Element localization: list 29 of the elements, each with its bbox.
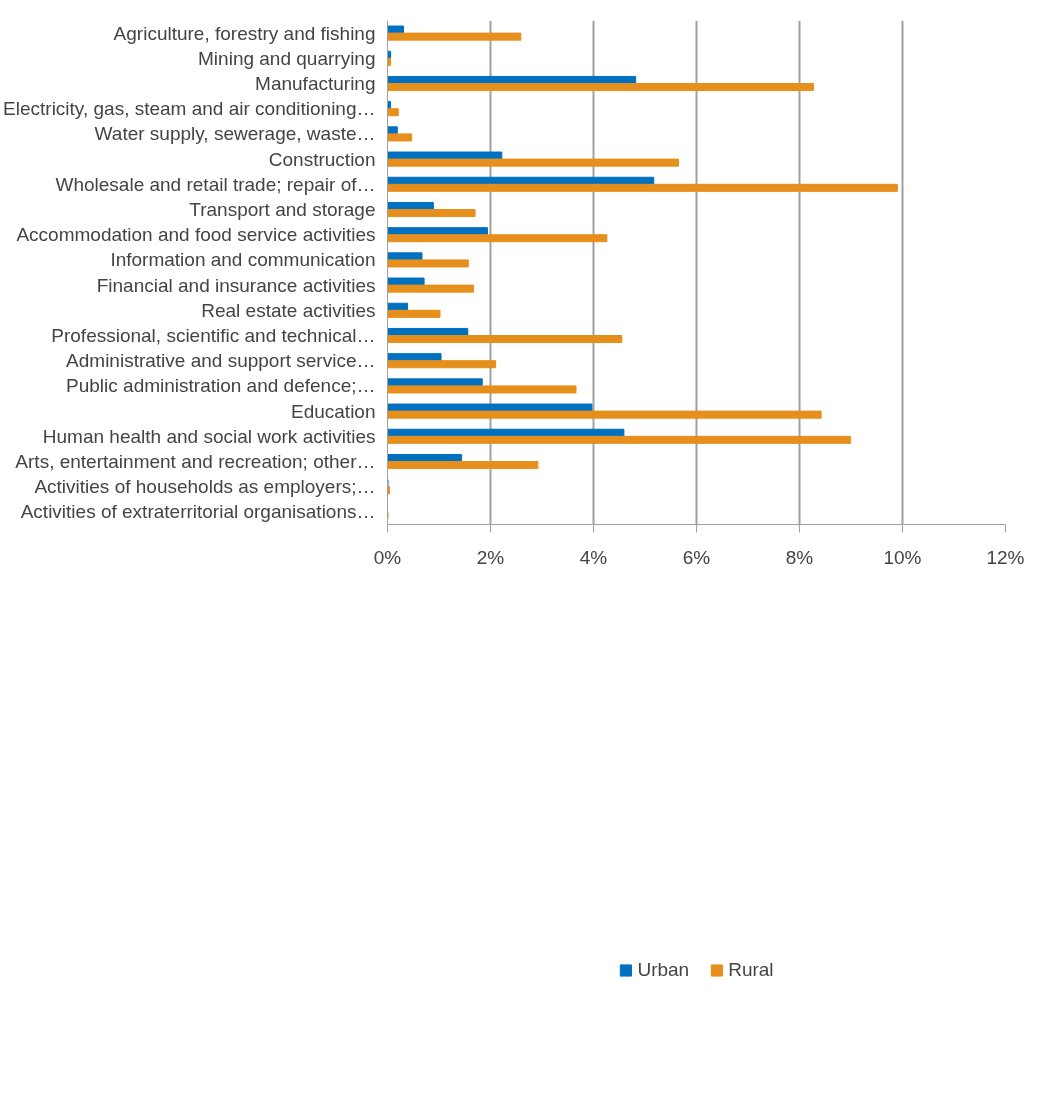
x-tick-label: 0% [373,546,402,568]
y-tick-label: Wholesale and retail trade; repair of… [55,173,376,195]
y-tick-label: Financial and insurance activities [96,274,376,296]
y-tick-label: Accommodation and food service activities [16,224,376,246]
x-tick-label: 6% [682,546,711,568]
x-tick-label: 4% [579,546,608,568]
y-tick-label: Activities of households as employers;… [34,476,376,498]
y-tick-label: Arts, entertainment and recreation; other… [15,451,376,472]
y-tick-label: Electricity, gas, steam and air conditioning… [3,98,376,120]
y-tick-label: Manufacturing [255,73,376,94]
y-tick-label: Administrative and support service… [66,350,376,372]
y-tick-label: Professional, scientific and technical… [51,325,376,346]
y-tick-label: Activities of extraterritorial organisations… [20,501,376,523]
y-tick-label: Agriculture, forestry and fishing [113,22,376,44]
legend-label: Urban [637,958,690,981]
x-tick-label: 10% [883,546,922,568]
y-tick-label: Transport and storage [189,199,376,220]
y-tick-label: Real estate activities [201,299,376,321]
y-tick-label: Information and communication [110,249,376,271]
x-tick-label: 8% [785,546,814,568]
y-tick-label: Mining and quarrying [198,47,376,69]
y-tick-label: Education [290,400,376,422]
y-tick-label: Human health and social work activities [42,425,376,447]
legend-label: Rural [728,958,774,981]
x-tick-label: 2% [476,546,505,568]
y-tick-label: Construction [268,148,376,170]
y-tick-label: Public administration and defence;… [66,375,376,397]
y-tick-label: Water supply, sewerage, waste… [94,123,376,145]
x-tick-label: 12% [986,546,1025,568]
